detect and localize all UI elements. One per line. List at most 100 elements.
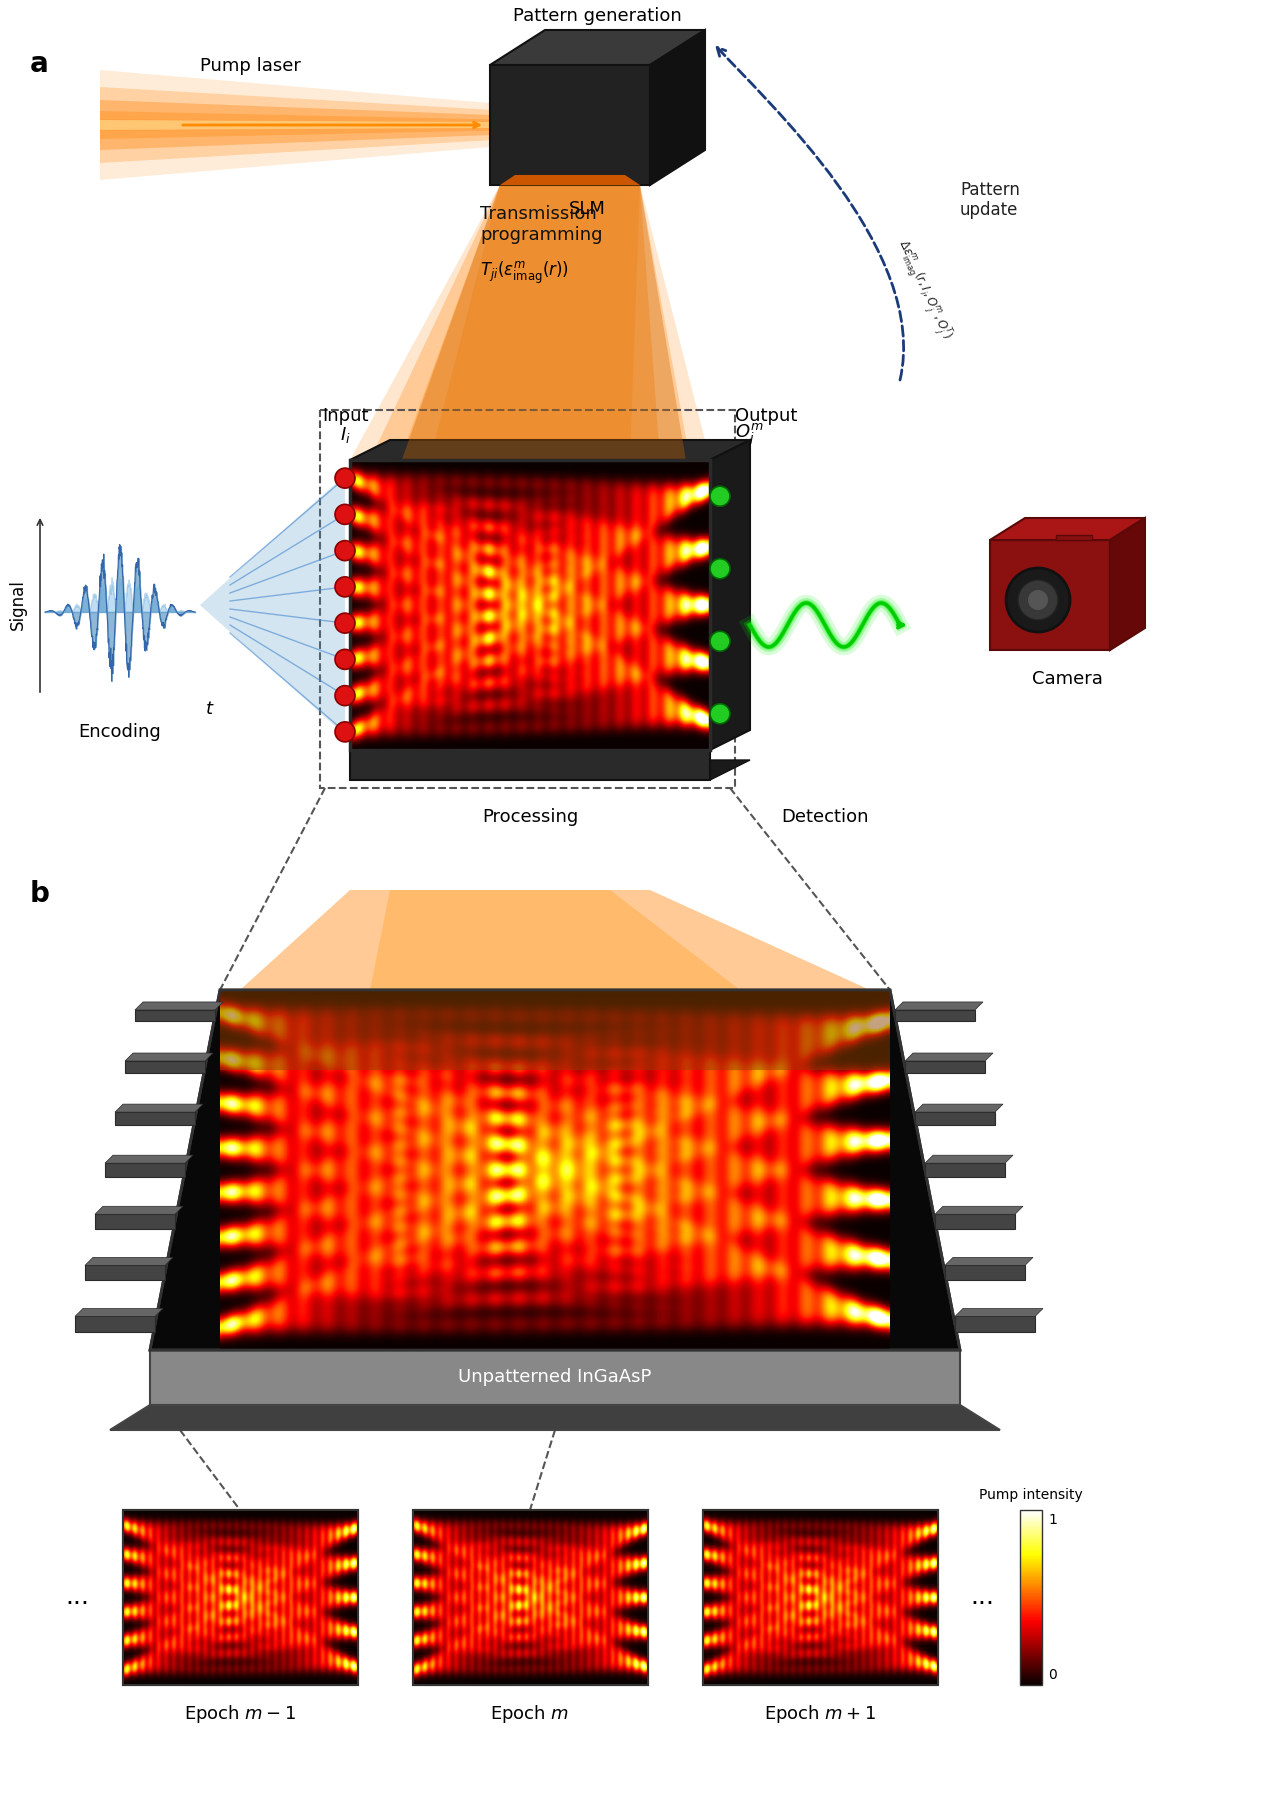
Circle shape — [710, 703, 730, 725]
Text: Epoch $m$: Epoch $m$ — [490, 1702, 570, 1726]
Text: $I_i$: $I_i$ — [339, 425, 351, 445]
Polygon shape — [200, 475, 346, 735]
Polygon shape — [905, 1061, 986, 1073]
Bar — [412, 1511, 648, 1684]
Text: ...: ... — [970, 1585, 995, 1610]
FancyArrowPatch shape — [717, 47, 904, 379]
Circle shape — [335, 504, 355, 524]
Text: Signal: Signal — [9, 580, 27, 631]
Polygon shape — [100, 119, 490, 130]
Circle shape — [1028, 591, 1048, 611]
Polygon shape — [105, 1155, 193, 1164]
Bar — [1020, 1511, 1042, 1684]
Polygon shape — [1056, 535, 1092, 540]
Circle shape — [710, 486, 730, 506]
Polygon shape — [84, 1265, 165, 1281]
Text: $O^m_j$: $O^m_j$ — [735, 421, 764, 448]
Text: Epoch $m+1$: Epoch $m+1$ — [764, 1702, 876, 1726]
Polygon shape — [955, 1308, 1043, 1317]
Polygon shape — [100, 87, 490, 163]
Text: 0: 0 — [1048, 1668, 1057, 1682]
Polygon shape — [895, 1001, 983, 1010]
Polygon shape — [945, 1265, 1025, 1281]
Polygon shape — [115, 1104, 204, 1111]
Polygon shape — [100, 119, 490, 130]
Polygon shape — [150, 990, 960, 1350]
Circle shape — [710, 558, 730, 578]
Polygon shape — [125, 1053, 212, 1061]
Text: Output: Output — [735, 407, 797, 425]
Polygon shape — [934, 1214, 1015, 1229]
Text: Processing: Processing — [481, 808, 579, 826]
Text: $T_{ji}(\varepsilon^m_{\mathrm{imag}}(r))$: $T_{ji}(\varepsilon^m_{\mathrm{imag}}(r)… — [480, 260, 570, 286]
Polygon shape — [399, 184, 660, 461]
Polygon shape — [934, 1207, 1023, 1214]
Polygon shape — [430, 184, 640, 461]
Polygon shape — [220, 990, 890, 1070]
Polygon shape — [349, 761, 750, 781]
Circle shape — [335, 685, 355, 705]
Polygon shape — [925, 1155, 1012, 1164]
Polygon shape — [905, 1053, 993, 1061]
Text: Pattern generation: Pattern generation — [513, 7, 682, 25]
Polygon shape — [989, 519, 1146, 540]
Polygon shape — [100, 99, 490, 150]
Polygon shape — [95, 1214, 175, 1229]
Polygon shape — [955, 1317, 1036, 1332]
Text: Encoding: Encoding — [78, 723, 161, 741]
Text: Pump intensity: Pump intensity — [979, 1487, 1083, 1502]
Circle shape — [335, 468, 355, 488]
Circle shape — [1006, 567, 1070, 632]
Polygon shape — [349, 184, 710, 605]
Polygon shape — [490, 65, 650, 184]
Polygon shape — [650, 31, 705, 184]
Polygon shape — [105, 1164, 186, 1176]
Polygon shape — [710, 439, 750, 750]
Polygon shape — [989, 540, 1110, 651]
Text: a: a — [29, 51, 49, 78]
Polygon shape — [110, 1406, 1000, 1429]
Polygon shape — [925, 1164, 1005, 1176]
Polygon shape — [76, 1308, 163, 1317]
Text: $t$: $t$ — [205, 699, 215, 717]
Polygon shape — [500, 175, 640, 184]
Text: Input: Input — [321, 407, 369, 425]
Circle shape — [335, 540, 355, 560]
Text: Pattern
update: Pattern update — [960, 181, 1020, 219]
Polygon shape — [241, 891, 870, 990]
Polygon shape — [95, 1207, 183, 1214]
Circle shape — [335, 721, 355, 743]
Polygon shape — [134, 1001, 223, 1010]
Circle shape — [1018, 580, 1059, 620]
Circle shape — [710, 631, 730, 651]
Bar — [703, 1511, 937, 1684]
Text: Pump laser: Pump laser — [200, 58, 301, 76]
Circle shape — [335, 613, 355, 632]
Text: Detection: Detection — [781, 808, 869, 826]
Text: b: b — [29, 880, 50, 907]
Polygon shape — [100, 110, 490, 139]
Polygon shape — [115, 1111, 195, 1126]
Polygon shape — [100, 70, 490, 181]
Circle shape — [335, 649, 355, 669]
Bar — [412, 1511, 648, 1684]
Circle shape — [335, 576, 355, 596]
Polygon shape — [84, 1258, 173, 1265]
Polygon shape — [76, 1317, 155, 1332]
Polygon shape — [490, 31, 705, 65]
Polygon shape — [134, 1010, 215, 1021]
Polygon shape — [349, 750, 710, 781]
Polygon shape — [349, 184, 710, 461]
Polygon shape — [349, 461, 710, 750]
Polygon shape — [1110, 519, 1146, 651]
Polygon shape — [945, 1258, 1033, 1265]
Bar — [123, 1511, 357, 1684]
Polygon shape — [125, 1061, 205, 1073]
Text: Transmission
programming: Transmission programming — [480, 204, 603, 244]
Bar — [123, 1511, 357, 1684]
Bar — [703, 1511, 937, 1684]
Polygon shape — [370, 184, 690, 461]
Polygon shape — [915, 1104, 1004, 1111]
Polygon shape — [150, 1350, 960, 1406]
Polygon shape — [895, 1010, 975, 1021]
